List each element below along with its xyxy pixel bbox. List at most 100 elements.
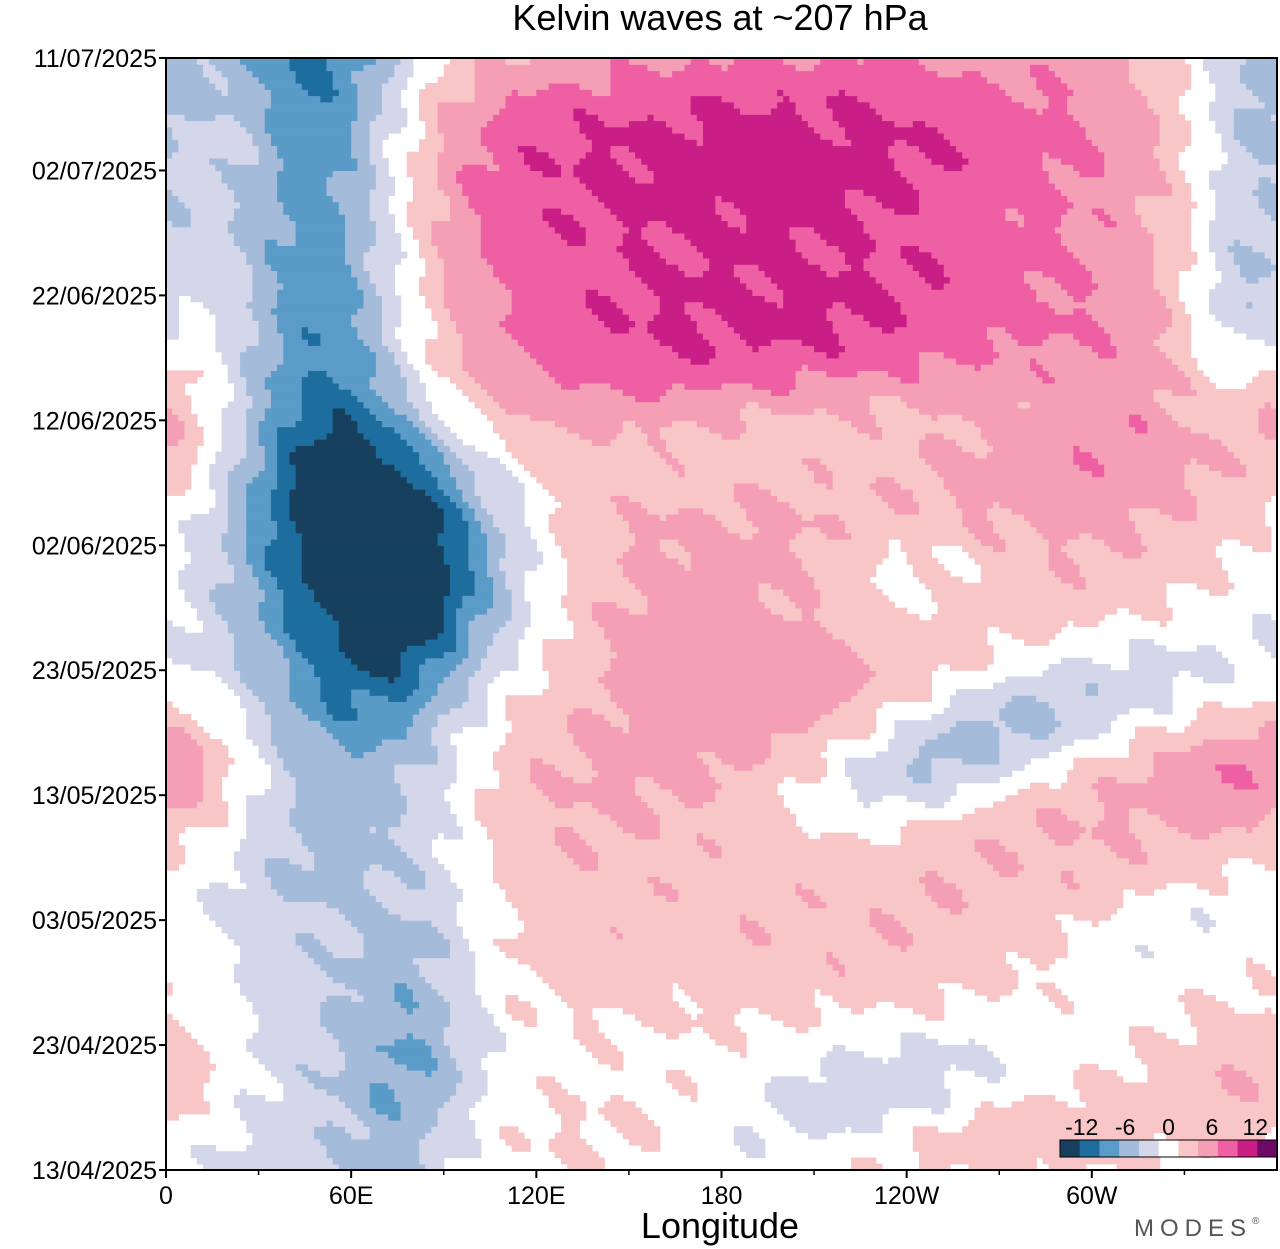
field-cell [449,314,507,321]
field-cell [301,557,445,565]
field-cell [449,495,463,503]
field-cell [1209,114,1235,122]
field-cell [277,464,297,471]
field-cell [419,245,439,253]
field-cell [684,464,809,471]
field-cell [949,695,1013,703]
field-cell [406,732,433,740]
field-cell [1135,526,1272,534]
field-cell [437,182,463,190]
field-cell [517,932,618,940]
field-cell [419,101,439,109]
field-cell [647,320,698,328]
field-cell [443,932,463,940]
field-cell [1252,545,1272,553]
field-cell [1079,532,1093,540]
field-cell [727,1045,747,1052]
field-cell [233,232,297,240]
field-cell [480,520,494,528]
field-cell [1165,295,1179,303]
field-cell [437,320,457,328]
field-cell [1073,295,1087,303]
field-cell [431,982,476,990]
field-cell [227,82,266,90]
field-cell [277,289,365,296]
field-cell [641,232,686,240]
field-cell [240,201,284,209]
field-cell [264,251,346,259]
field-cell [270,401,303,409]
field-cell [807,257,846,265]
field-cell [233,382,247,390]
field-cell [820,1063,951,1071]
field-cell [628,713,821,721]
field-cell [462,457,500,465]
field-cell [425,657,463,665]
field-cell [579,176,636,184]
field-cell [486,570,507,578]
field-cell [1042,988,1062,996]
field-cell [931,595,1167,603]
field-cell [733,482,760,490]
field-cell [567,576,630,584]
field-cell [616,926,741,934]
field-cell [999,726,1013,734]
field-cell [548,514,624,521]
field-cell [462,595,494,603]
field-cell [1270,257,1278,265]
field-cell [246,407,266,415]
field-cell [264,564,303,571]
field-cell [332,732,408,740]
field-cell [332,70,352,78]
field-cell [419,457,445,465]
field-cell [635,320,649,328]
field-cell [1005,207,1019,215]
field-cell [554,226,587,234]
field-cell [1098,145,1155,153]
field-cell [919,501,957,509]
field-cell [641,1020,735,1027]
field-cell [166,82,216,90]
field-cell [912,264,945,272]
field-cell [357,332,383,340]
field-cell [709,770,828,778]
field-cell [832,320,871,328]
field-cell [227,489,247,496]
field-cell [1172,189,1192,197]
field-cell [246,451,266,459]
field-cell [888,370,920,378]
field-cell [715,195,723,203]
field-cell [561,845,593,852]
field-cell [789,1120,883,1127]
field-cell [363,1120,439,1127]
field-cell [826,482,834,490]
field-cell [406,207,451,215]
field-cell [1209,176,1260,184]
field-cell [684,801,704,809]
field-cell [240,876,272,884]
field-cell [240,364,278,371]
field-cell [1190,670,1235,678]
field-cell [190,1145,216,1152]
field-cell [1209,888,1229,896]
field-cell [795,507,895,515]
field-cell [980,426,1136,434]
field-cell [351,314,383,321]
field-cell [857,795,883,803]
field-cell [388,401,414,409]
field-cell [289,676,321,684]
field-cell [604,626,828,634]
field-cell [1073,332,1111,340]
field-cell [814,126,846,134]
field-cell [166,820,229,828]
field-cell [166,788,204,796]
field-cell [443,132,482,140]
field-cell [1110,545,1148,553]
field-cell [443,70,476,78]
field-cell [375,114,408,122]
field-cell [270,395,303,403]
field-cell [709,357,920,365]
field-cell [375,357,395,365]
field-cell [900,826,1044,834]
field-cell [388,1051,433,1059]
